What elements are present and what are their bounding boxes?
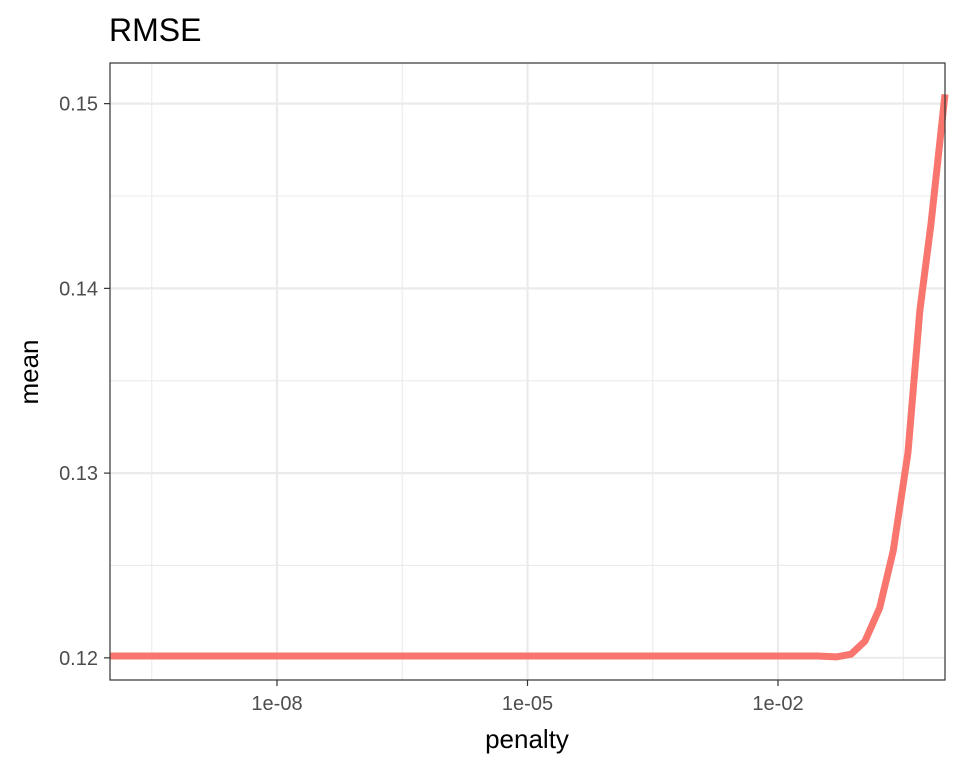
y-axis-title: mean xyxy=(14,339,44,404)
y-tick-label: 0.13 xyxy=(59,463,98,485)
x-tick-label: 1e-02 xyxy=(752,693,803,715)
x-axis-ticks: 1e-08 1e-05 1e-02 xyxy=(251,680,804,715)
chart-title: RMSE xyxy=(109,12,201,48)
y-tick-label: 0.14 xyxy=(59,278,98,300)
y-tick-label: 0.12 xyxy=(59,648,98,670)
series-line xyxy=(110,94,949,661)
x-tick-label: 1e-05 xyxy=(502,693,553,715)
series-layer xyxy=(110,94,949,661)
x-tick-label: 1e-08 xyxy=(251,693,302,715)
y-axis-ticks: 0.12 0.13 0.14 0.15 xyxy=(59,94,110,670)
y-tick-label: 0.15 xyxy=(59,94,98,116)
x-axis-title: penalty xyxy=(485,724,569,754)
